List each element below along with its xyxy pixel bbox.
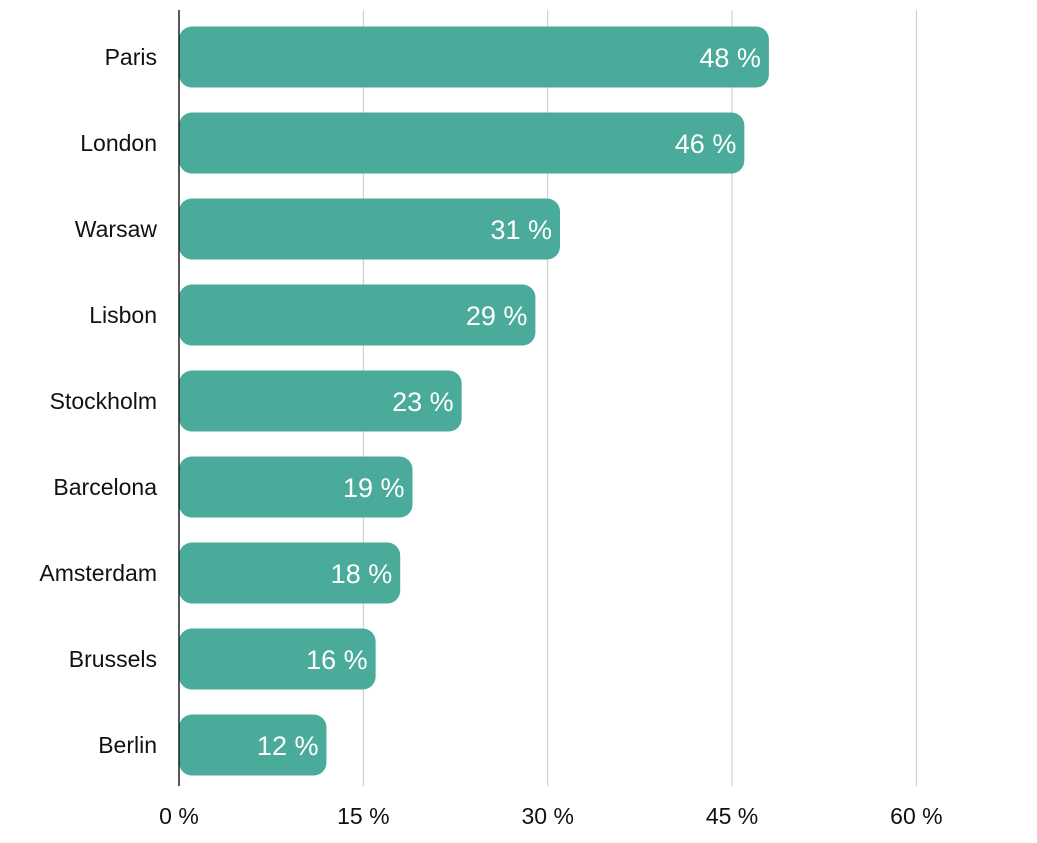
category-label: Barcelona xyxy=(53,474,157,500)
bar-brussels xyxy=(179,628,376,690)
bar-paris xyxy=(179,26,769,88)
data-label: 18 % xyxy=(331,559,393,589)
x-tick-label: 30 % xyxy=(521,803,573,829)
x-tick-label: 60 % xyxy=(890,803,942,829)
bar-lisbon xyxy=(179,284,536,346)
x-tick-label: 0 % xyxy=(159,803,199,829)
x-tick-label: 15 % xyxy=(337,803,389,829)
category-label: Amsterdam xyxy=(39,560,157,586)
category-label: London xyxy=(80,130,157,156)
category-label: Stockholm xyxy=(50,388,157,414)
category-label: Brussels xyxy=(69,646,157,672)
bars xyxy=(179,26,769,776)
data-label: 29 % xyxy=(466,301,528,331)
category-label: Paris xyxy=(105,44,157,70)
labels: 0 % 15 % 30 % 45 % 60 % 48 % Paris 46 % London 31… xyxy=(39,43,942,829)
bar-barcelona xyxy=(179,456,413,518)
bar-london xyxy=(179,112,745,174)
data-label: 48 % xyxy=(699,43,761,73)
data-label: 23 % xyxy=(392,387,454,417)
data-label: 19 % xyxy=(343,473,405,503)
bar-berlin xyxy=(179,714,327,776)
data-label: 12 % xyxy=(257,731,319,761)
bar-warsaw xyxy=(179,198,560,260)
bar-stockholm xyxy=(179,370,462,432)
data-label: 16 % xyxy=(306,645,368,675)
x-tick-label: 45 % xyxy=(706,803,758,829)
data-label: 46 % xyxy=(675,129,737,159)
bar-amsterdam xyxy=(179,542,401,604)
category-label: Lisbon xyxy=(89,302,157,328)
data-label: 31 % xyxy=(490,215,552,245)
category-label: Berlin xyxy=(98,732,157,758)
category-label: Warsaw xyxy=(75,216,158,242)
